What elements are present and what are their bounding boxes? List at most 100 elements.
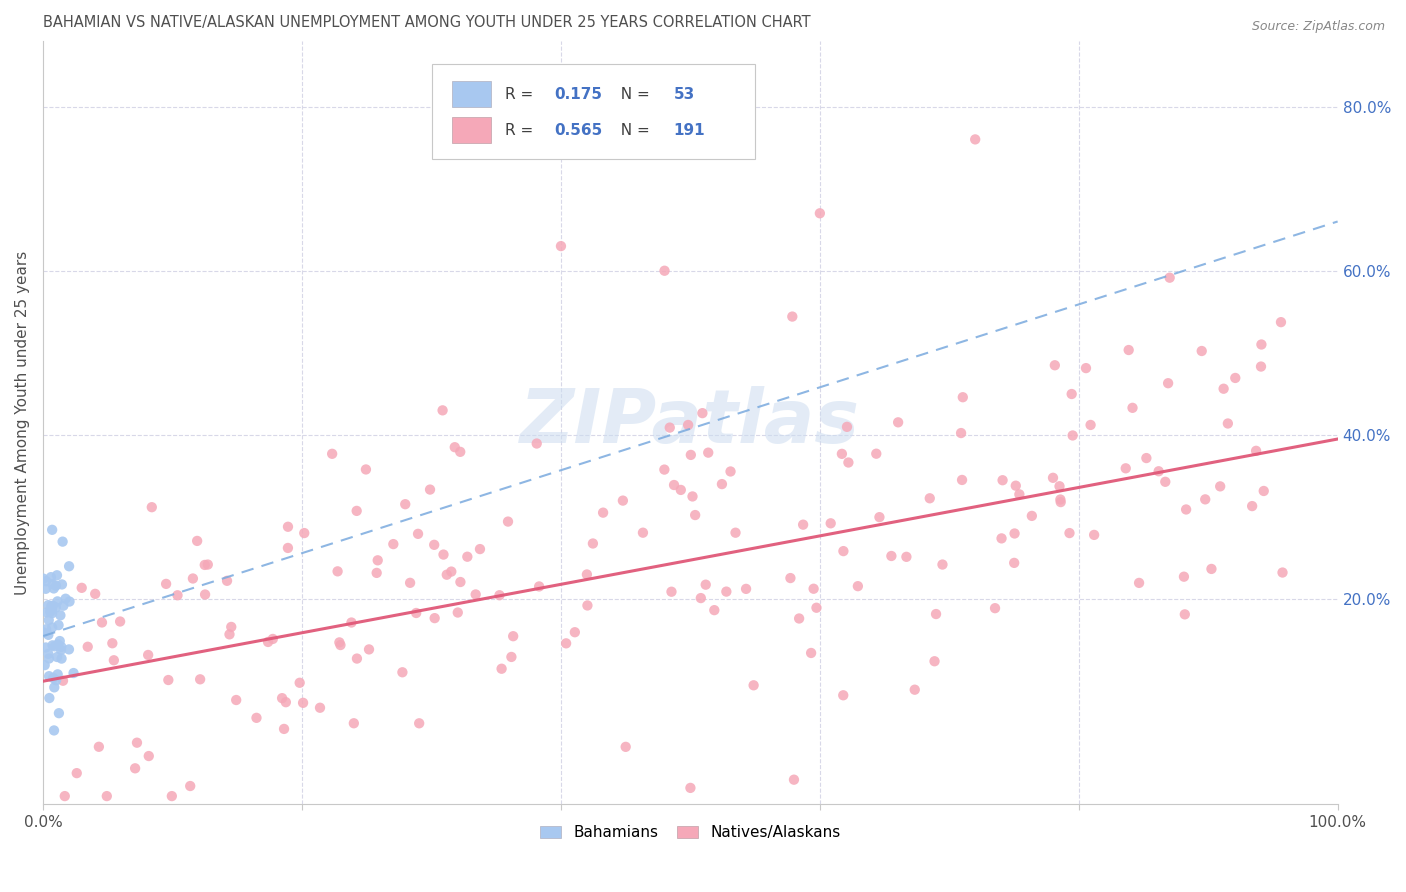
Point [1049,479,1071,493]
Legend: Bahamians, Natives/Alaskans: Bahamians, Natives/Alaskans [534,819,846,847]
Point [1270,315,1292,329]
Point [782,310,804,324]
Point [41,606,63,620]
Point [44,640,66,654]
Point [1250,337,1272,351]
Point [58,594,80,608]
Point [38,613,60,627]
Point [46,667,69,681]
Point [408,716,430,731]
Point [1062,428,1084,442]
Point [896,549,918,564]
Point [1074,361,1097,376]
Point [125,736,148,750]
Point [1049,492,1071,507]
Text: ZIPatlas: ZIPatlas [520,386,860,459]
Point [52,599,75,613]
Point [219,620,242,634]
Point [39,605,62,619]
Point [62,666,84,681]
Point [419,483,441,497]
Point [326,565,349,579]
Point [468,542,491,557]
Point [46,568,69,582]
Point [367,553,389,567]
Point [49,608,72,623]
Point [931,558,953,572]
Point [277,520,299,534]
Point [58,642,80,657]
Point [218,627,240,641]
Point [984,601,1007,615]
Point [49,643,72,657]
Point [488,588,510,602]
Point [32,572,55,586]
Text: N =: N = [612,123,655,137]
Point [225,693,247,707]
Point [679,780,702,795]
Text: R =: R = [505,123,538,137]
Text: BAHAMIAN VS NATIVE/ALASKAN UNEMPLOYMENT AMONG YOUTH UNDER 25 YEARS CORRELATION C: BAHAMIAN VS NATIVE/ALASKAN UNEMPLOYMENT … [44,15,811,30]
Point [354,462,377,476]
Point [1209,479,1232,493]
Point [45,600,67,615]
Text: 0.565: 0.565 [554,123,603,137]
Point [669,483,692,497]
Point [423,611,446,625]
Point [1244,443,1267,458]
Point [432,548,454,562]
Point [328,635,350,649]
Point [679,448,702,462]
Point [432,403,454,417]
Point [835,420,858,434]
Point [124,761,146,775]
Point [41,603,63,617]
Point [108,615,131,629]
Point [166,588,188,602]
Point [682,490,704,504]
Point [188,673,211,687]
Point [692,406,714,420]
Point [45,579,67,593]
Point [1042,471,1064,485]
Point [950,425,973,440]
Point [394,497,416,511]
Point [1147,464,1170,478]
Point [564,625,586,640]
Point [449,574,471,589]
Point [51,651,73,665]
Point [683,508,706,522]
Point [391,665,413,680]
Point [1175,502,1198,516]
Point [1128,575,1150,590]
Point [141,500,163,515]
Point [181,572,204,586]
Point [689,591,711,605]
Point [965,132,987,146]
Point [925,607,948,621]
Point [526,436,548,450]
Point [399,575,422,590]
Point [41,638,63,652]
Point [42,723,65,738]
Point [703,603,725,617]
Point [550,239,572,253]
Point [1008,487,1031,501]
Point [792,517,814,532]
Text: 191: 191 [673,123,706,137]
Point [194,587,217,601]
Point [42,599,65,613]
Point [742,678,765,692]
Point [84,587,107,601]
Point [831,447,853,461]
Point [779,571,801,585]
Point [41,523,63,537]
Point [257,635,280,649]
Point [582,536,605,550]
Point [800,646,823,660]
Point [1043,358,1066,372]
Point [44,681,66,695]
Point [576,599,599,613]
Point [832,544,855,558]
Point [631,525,654,540]
